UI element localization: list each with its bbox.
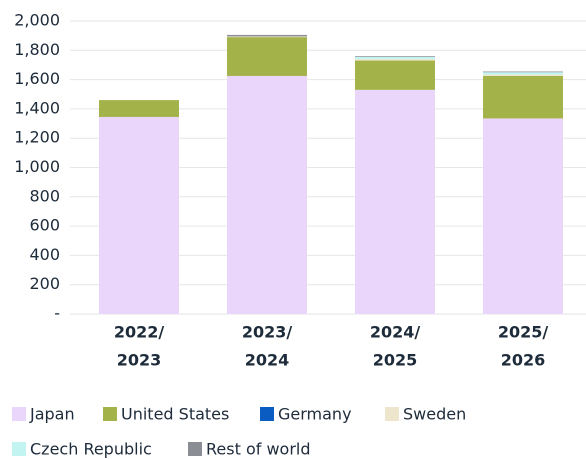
bar-segment [355, 89, 435, 314]
y-tick-label: 1,200 [14, 128, 60, 147]
bar-segment [227, 36, 307, 38]
y-tick-label: 600 [29, 216, 60, 235]
y-tick-label: 1,800 [14, 40, 60, 59]
y-tick-label: - [54, 304, 60, 323]
bar-segment [355, 56, 435, 60]
y-tick-label: 200 [29, 274, 60, 293]
legend-label: Germany [278, 405, 352, 424]
legend-swatch [12, 407, 26, 421]
x-tick-label: 2025/ [498, 323, 549, 342]
x-tick-label: 2023/ [242, 323, 293, 342]
y-tick-label: 2,000 [14, 11, 60, 30]
bar-segment [483, 75, 563, 119]
bar-segment [227, 34, 307, 37]
y-tick-label: 1,600 [14, 69, 60, 88]
bar-segment [483, 72, 563, 75]
legend-swatch [385, 407, 399, 421]
bar-segment [483, 74, 563, 76]
y-tick-label: 1,000 [14, 157, 60, 176]
y-tick-label: 400 [29, 245, 60, 264]
bar-segment [227, 75, 307, 314]
bar-segment [355, 60, 435, 90]
x-tick-label: 2025 [373, 351, 418, 370]
x-tick-label: 2023 [117, 351, 162, 370]
legend-swatch [12, 442, 26, 456]
legend-label: Japan [29, 405, 75, 424]
legend-label: Czech Republic [30, 440, 152, 459]
legend-label: Rest of world [206, 440, 311, 459]
legend-swatch [103, 407, 117, 421]
y-tick-label: 1,400 [14, 98, 60, 117]
bar-segment [355, 59, 435, 61]
x-tick-label: 2022/ [114, 323, 165, 342]
legend-label: Sweden [403, 405, 466, 424]
x-tick-label: 2026 [501, 351, 546, 370]
legend-label: United States [121, 405, 229, 424]
bar-segment [99, 116, 179, 315]
legend-swatch [260, 407, 274, 421]
y-tick-label: 800 [29, 186, 60, 205]
legend-swatch [188, 442, 202, 456]
bar-segment [483, 71, 563, 73]
bar-segment [99, 100, 179, 117]
x-tick-label: 2024/ [370, 323, 421, 342]
x-tick-label: 2024 [245, 351, 290, 370]
bar-segment [355, 56, 435, 57]
bar-segment [227, 37, 307, 76]
bar-segment [483, 118, 563, 314]
